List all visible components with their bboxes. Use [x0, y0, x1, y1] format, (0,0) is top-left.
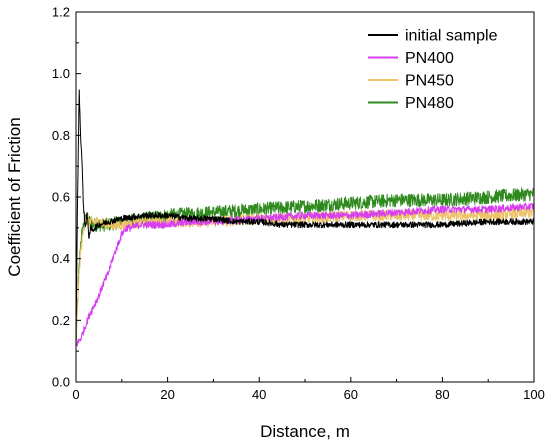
x-tick-label: 40: [252, 387, 266, 402]
y-tick-label: 0.6: [52, 190, 70, 205]
plot-area: [75, 89, 535, 348]
x-tick-label: 100: [523, 387, 545, 402]
y-axis-title: Coefficient of Friction: [5, 117, 24, 276]
x-tick-label: 0: [72, 387, 79, 402]
series-line-2: [75, 206, 535, 348]
legend-label-1: PN400: [405, 50, 454, 67]
legend-label-0: initial sample: [405, 28, 498, 45]
y-tick-label: 0.8: [52, 128, 70, 143]
y-tick-label: 0.2: [52, 313, 70, 328]
x-axis-title: Distance, m: [260, 422, 350, 441]
y-axis: 0.0 0.2 0.4 0.6 0.8 1.0 1.2: [52, 5, 81, 390]
x-tick-label: 20: [160, 387, 174, 402]
x-axis: 0 20 40 60 80 100: [72, 377, 545, 402]
x-tick-label: 60: [344, 387, 358, 402]
series-line-0: [75, 89, 535, 348]
y-tick-label: 1.2: [52, 5, 70, 20]
series-line-3: [75, 187, 535, 343]
legend-label-3: PN480: [405, 95, 454, 112]
series-line-1: [75, 202, 535, 347]
y-tick-label: 0.0: [52, 375, 70, 390]
legend: initial sample PN400 PN450 PN480: [368, 28, 498, 112]
y-tick-label: 0.4: [52, 251, 70, 266]
x-tick-label: 80: [435, 387, 449, 402]
y-tick-label: 1.0: [52, 66, 70, 81]
legend-label-2: PN450: [405, 73, 454, 90]
